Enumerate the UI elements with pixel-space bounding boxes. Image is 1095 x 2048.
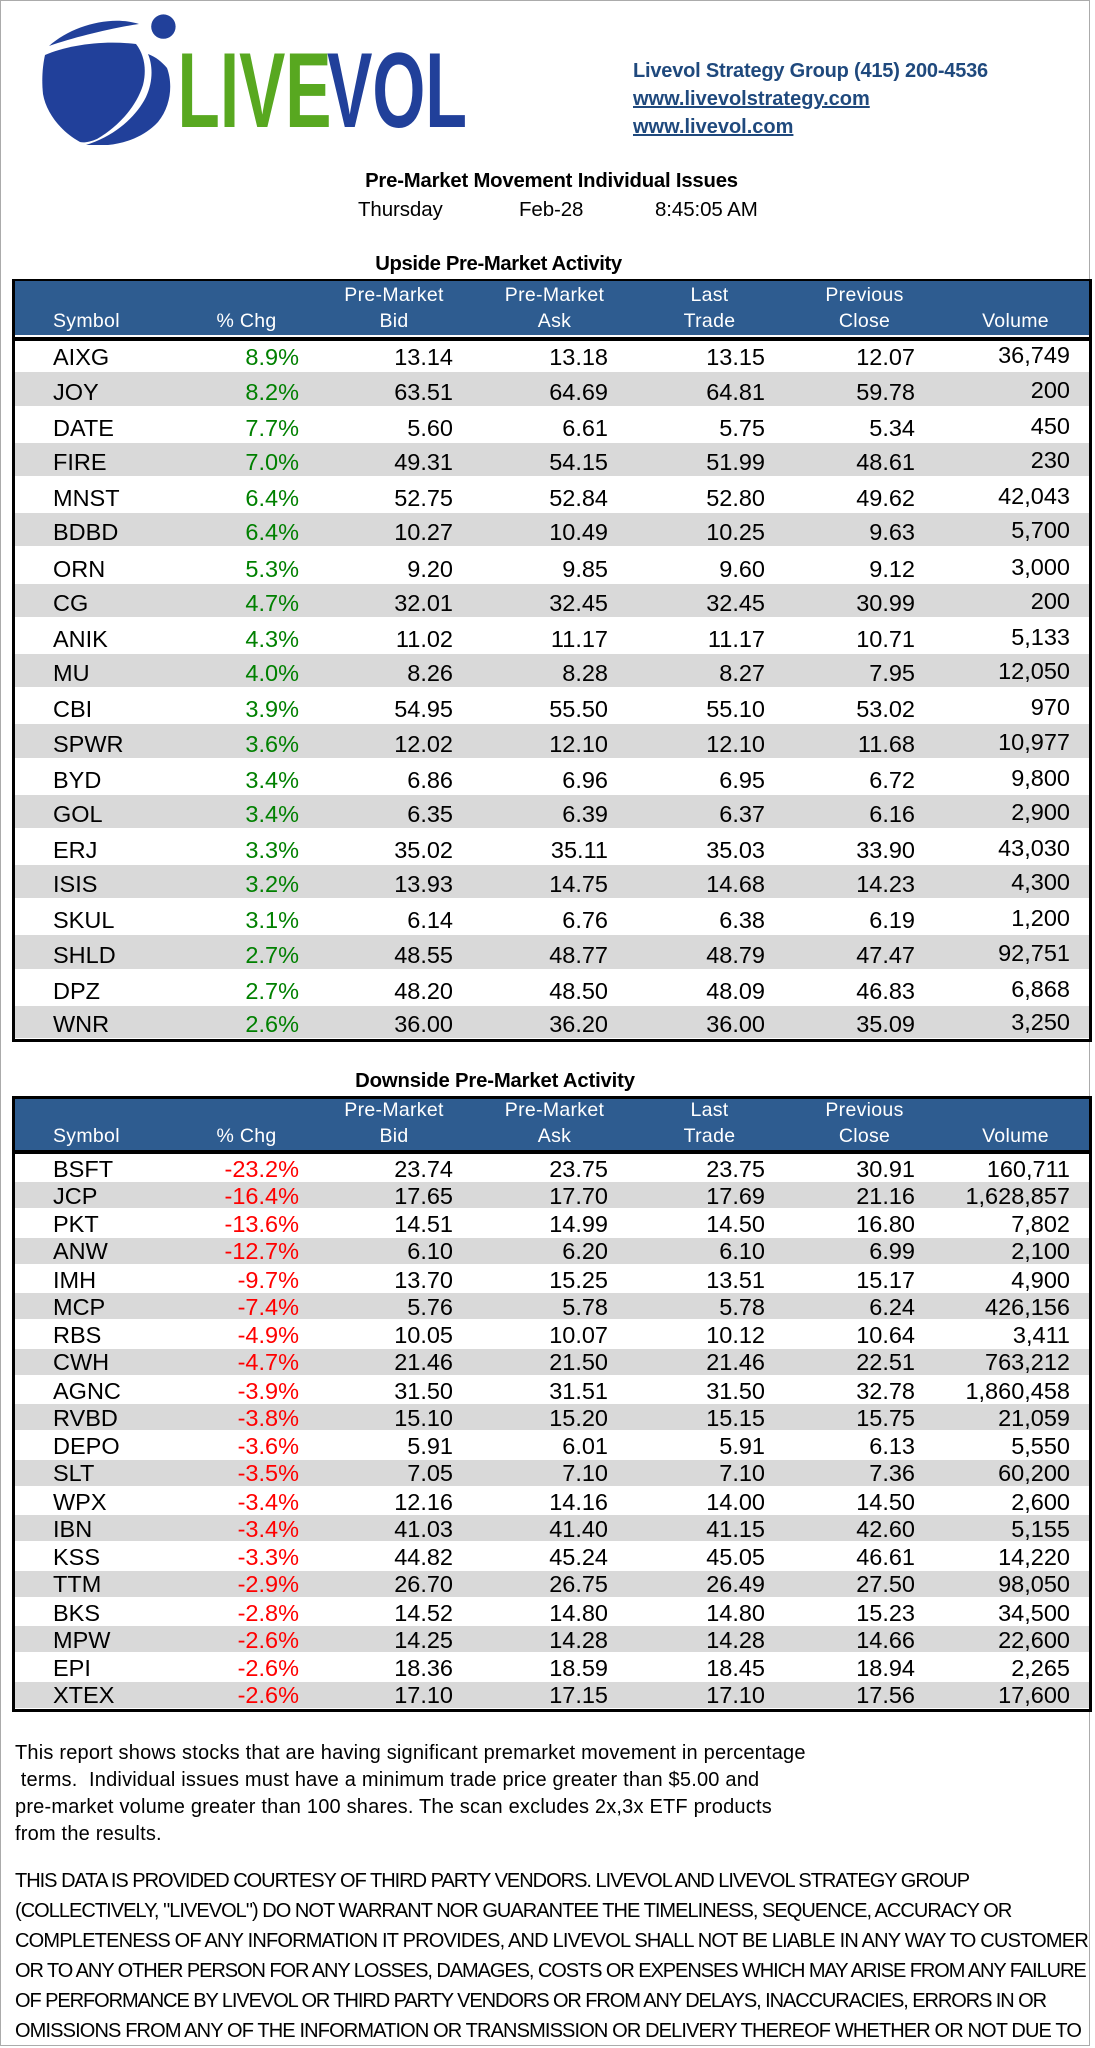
- svg-text:VOL: VOL: [327, 30, 467, 150]
- svg-text:LIVE: LIVE: [178, 30, 332, 150]
